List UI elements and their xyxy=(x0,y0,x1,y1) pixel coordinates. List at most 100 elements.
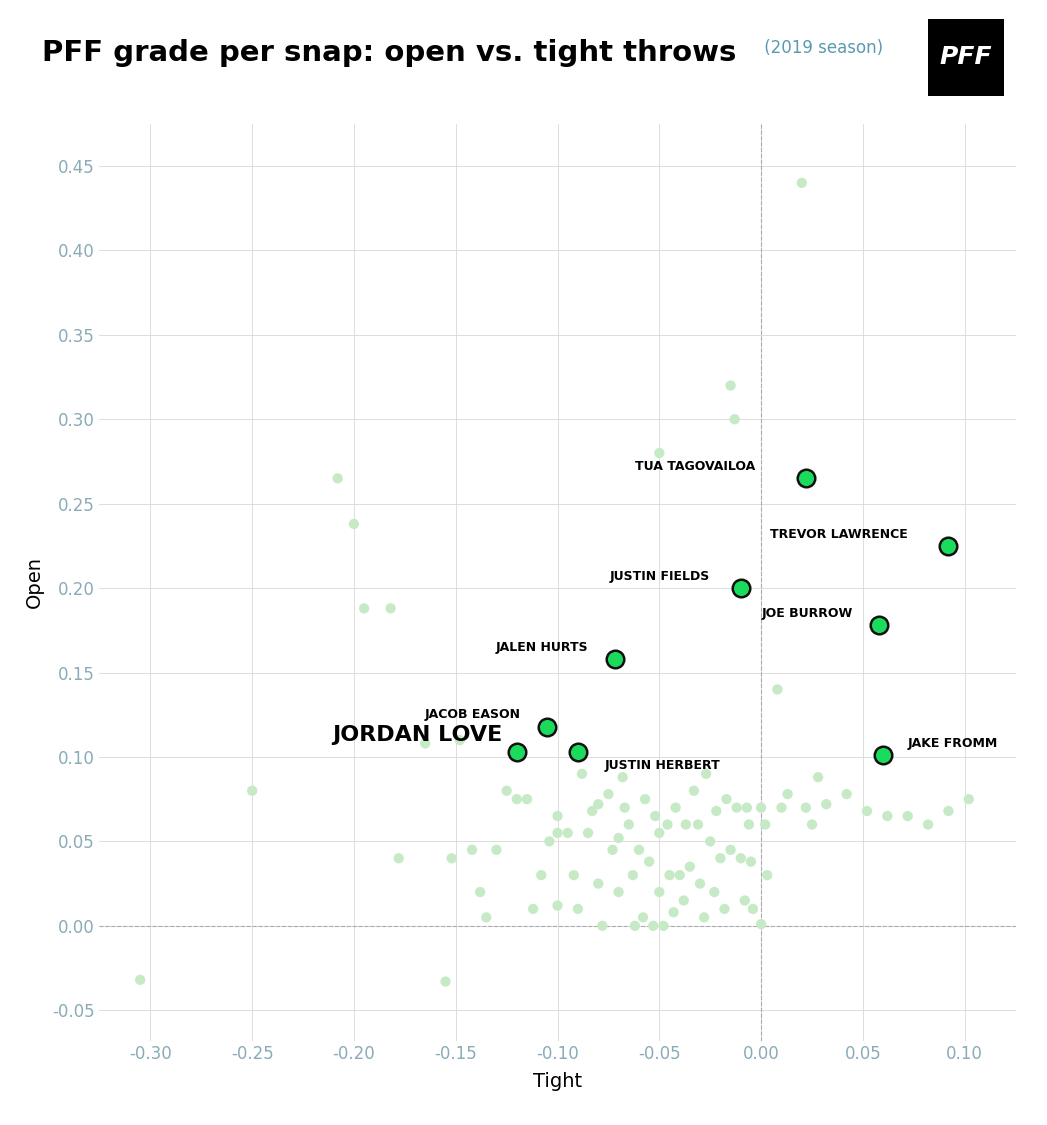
Point xyxy=(570,900,586,918)
Text: JAKE FROMM: JAKE FROMM xyxy=(908,737,998,750)
Point xyxy=(574,765,591,783)
Point xyxy=(132,971,149,989)
Point xyxy=(641,853,658,871)
Point xyxy=(809,768,826,786)
Point xyxy=(686,782,703,800)
Point xyxy=(875,746,892,764)
Point xyxy=(477,908,494,926)
Point xyxy=(798,469,815,487)
Point xyxy=(740,816,757,834)
Point xyxy=(744,900,761,918)
Point xyxy=(651,444,668,462)
Point xyxy=(488,840,505,858)
Point xyxy=(899,807,916,825)
Point xyxy=(675,891,692,909)
Point xyxy=(509,790,526,808)
Point xyxy=(665,903,682,921)
Point xyxy=(438,972,454,990)
Point xyxy=(738,799,755,817)
Point xyxy=(768,681,785,699)
Point xyxy=(621,816,638,834)
Point xyxy=(706,883,722,901)
Point xyxy=(624,866,641,884)
Point xyxy=(859,802,875,820)
Point xyxy=(464,840,481,858)
Point xyxy=(708,802,725,820)
Point xyxy=(940,537,957,555)
Point xyxy=(692,874,709,892)
Text: JUSTIN HERBERT: JUSTIN HERBERT xyxy=(604,759,720,772)
Point xyxy=(716,900,733,918)
Point xyxy=(722,840,739,858)
Point xyxy=(645,917,662,935)
Point xyxy=(559,824,576,842)
Point xyxy=(584,802,601,820)
Text: TREVOR LAWRENCE: TREVOR LAWRENCE xyxy=(770,528,908,541)
Ellipse shape xyxy=(928,19,1004,96)
Point xyxy=(626,917,643,935)
Point xyxy=(651,824,668,842)
Point xyxy=(729,799,745,817)
Point xyxy=(630,840,647,858)
Point xyxy=(617,799,633,817)
Text: JOE BURROW: JOE BURROW xyxy=(761,608,852,620)
Point xyxy=(634,908,651,926)
Point xyxy=(718,790,735,808)
Point xyxy=(773,799,789,817)
Point xyxy=(667,799,684,817)
Point xyxy=(472,883,489,901)
Point xyxy=(871,616,888,634)
Point xyxy=(606,650,623,668)
Text: (2019 season): (2019 season) xyxy=(759,39,884,57)
Point xyxy=(727,411,743,429)
Text: JORDAN LOVE: JORDAN LOVE xyxy=(332,726,503,745)
Point xyxy=(733,579,750,597)
Point xyxy=(570,742,586,760)
Point xyxy=(697,765,714,783)
Point xyxy=(839,785,855,803)
Point xyxy=(879,807,896,825)
Point xyxy=(798,799,815,817)
Point xyxy=(696,908,713,926)
Point xyxy=(509,742,526,760)
Point xyxy=(565,866,582,884)
Point xyxy=(541,832,558,850)
Point xyxy=(661,866,677,884)
Point xyxy=(594,917,610,935)
Point xyxy=(346,515,362,533)
Text: TUA TAGOVAILOA: TUA TAGOVAILOA xyxy=(634,460,755,474)
Point xyxy=(391,849,407,867)
Point xyxy=(382,600,399,618)
Point xyxy=(712,849,729,867)
Point xyxy=(736,891,753,909)
Point xyxy=(610,883,627,901)
Point xyxy=(655,917,672,935)
Point xyxy=(647,807,664,825)
Point xyxy=(330,469,347,487)
Point xyxy=(580,824,597,842)
Point xyxy=(722,377,739,395)
Point xyxy=(610,829,627,847)
Point xyxy=(451,731,468,749)
Point xyxy=(549,807,565,825)
Point xyxy=(742,853,759,871)
Point xyxy=(443,849,460,867)
Point xyxy=(417,735,433,753)
Point xyxy=(356,600,373,618)
Point xyxy=(549,824,565,842)
Point xyxy=(682,857,698,875)
Point xyxy=(244,782,261,800)
Point xyxy=(539,718,556,736)
Point xyxy=(677,816,694,834)
Text: PFF: PFF xyxy=(939,45,993,70)
Point xyxy=(753,915,770,933)
Point xyxy=(637,790,653,808)
Point xyxy=(804,816,821,834)
Point xyxy=(753,799,770,817)
Text: JALEN HURTS: JALEN HURTS xyxy=(495,641,588,654)
Point xyxy=(733,849,750,867)
Point xyxy=(960,790,977,808)
Point xyxy=(660,816,676,834)
Point xyxy=(671,866,688,884)
Point xyxy=(589,874,606,892)
